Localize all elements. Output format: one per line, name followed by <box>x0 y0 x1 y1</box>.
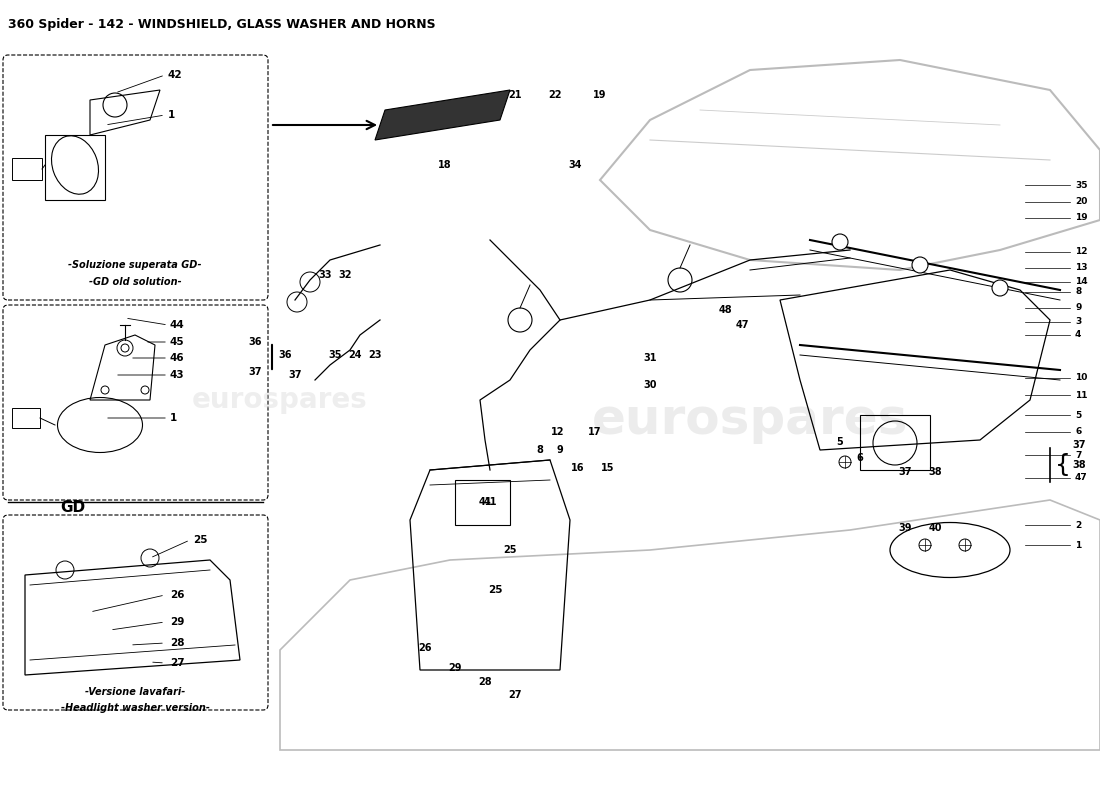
Text: 12: 12 <box>551 427 564 437</box>
Text: 1: 1 <box>168 110 175 120</box>
Text: 10: 10 <box>1075 374 1088 382</box>
Text: 37: 37 <box>1072 440 1086 450</box>
Text: 9: 9 <box>557 445 563 455</box>
Text: 37: 37 <box>899 467 912 477</box>
Text: 25: 25 <box>487 585 503 595</box>
Text: 38: 38 <box>928 467 942 477</box>
Text: -GD old solution-: -GD old solution- <box>89 277 182 287</box>
Text: 44: 44 <box>170 320 185 330</box>
Text: 37: 37 <box>288 370 301 380</box>
Text: 39: 39 <box>899 523 912 533</box>
Text: 15: 15 <box>602 463 615 473</box>
Text: 9: 9 <box>1075 303 1081 313</box>
Text: 35: 35 <box>328 350 342 360</box>
Text: 37: 37 <box>249 367 262 377</box>
Text: 6: 6 <box>857 453 864 463</box>
Text: 40: 40 <box>928 523 942 533</box>
Text: 38: 38 <box>1072 460 1086 470</box>
Text: 46: 46 <box>170 353 185 363</box>
Circle shape <box>918 539 931 551</box>
Text: 1: 1 <box>1075 541 1081 550</box>
Circle shape <box>839 456 851 468</box>
Text: 41: 41 <box>478 497 492 507</box>
Text: -Headlight washer version-: -Headlight washer version- <box>60 703 209 713</box>
Text: 32: 32 <box>339 270 352 280</box>
Polygon shape <box>375 90 510 140</box>
Text: 31: 31 <box>644 353 657 363</box>
Text: 26: 26 <box>418 643 431 653</box>
Text: 17: 17 <box>588 427 602 437</box>
Text: 43: 43 <box>170 370 185 380</box>
FancyBboxPatch shape <box>3 305 268 500</box>
Circle shape <box>832 234 848 250</box>
Text: 29: 29 <box>449 663 462 673</box>
Text: 16: 16 <box>571 463 585 473</box>
Text: 47: 47 <box>735 320 749 330</box>
Circle shape <box>992 280 1008 296</box>
Text: 1: 1 <box>170 413 177 423</box>
Text: {: { <box>1055 453 1071 477</box>
Text: 7: 7 <box>1075 450 1081 459</box>
Text: 29: 29 <box>170 617 185 627</box>
Text: 12: 12 <box>1075 247 1088 257</box>
Text: 28: 28 <box>170 638 185 648</box>
Text: 11: 11 <box>1075 390 1088 399</box>
Text: 23: 23 <box>368 350 382 360</box>
Text: 28: 28 <box>478 677 492 687</box>
Text: 27: 27 <box>508 690 521 700</box>
Text: 22: 22 <box>548 90 562 100</box>
Text: 48: 48 <box>718 305 732 315</box>
Text: 26: 26 <box>170 590 185 600</box>
Text: 27: 27 <box>170 658 185 668</box>
Text: 6: 6 <box>1075 427 1081 437</box>
Text: 8: 8 <box>537 445 543 455</box>
FancyBboxPatch shape <box>3 55 268 300</box>
Text: 4: 4 <box>1075 330 1081 339</box>
Text: 5: 5 <box>837 437 844 447</box>
Text: 30: 30 <box>644 380 657 390</box>
Text: -Soluzione superata GD-: -Soluzione superata GD- <box>68 260 201 270</box>
Text: 45: 45 <box>170 337 185 347</box>
Text: 25: 25 <box>503 545 517 555</box>
Text: 3: 3 <box>1075 318 1081 326</box>
Text: 24: 24 <box>349 350 362 360</box>
Circle shape <box>959 539 971 551</box>
Text: 34: 34 <box>569 160 582 170</box>
Text: 18: 18 <box>438 160 452 170</box>
Text: eurospares: eurospares <box>192 386 367 414</box>
Text: 35: 35 <box>1075 181 1088 190</box>
Text: 19: 19 <box>1075 214 1088 222</box>
Text: 42: 42 <box>168 70 183 80</box>
Text: eurospares: eurospares <box>592 396 909 444</box>
Text: 20: 20 <box>1075 198 1088 206</box>
Text: 33: 33 <box>318 270 332 280</box>
Text: 25: 25 <box>192 535 208 545</box>
Text: 8: 8 <box>1075 287 1081 297</box>
Text: 47: 47 <box>1075 474 1088 482</box>
Text: 2: 2 <box>1075 521 1081 530</box>
Text: -Versione lavafari-: -Versione lavafari- <box>85 687 185 697</box>
Text: 19: 19 <box>593 90 607 100</box>
FancyBboxPatch shape <box>3 515 268 710</box>
Text: 5: 5 <box>1075 410 1081 419</box>
Text: 36: 36 <box>278 350 292 360</box>
Circle shape <box>912 257 928 273</box>
Text: 360 Spider - 142 - WINDSHIELD, GLASS WASHER AND HORNS: 360 Spider - 142 - WINDSHIELD, GLASS WAS… <box>8 18 436 31</box>
Text: 36: 36 <box>249 337 262 347</box>
Text: 13: 13 <box>1075 263 1088 273</box>
Text: 21: 21 <box>508 90 521 100</box>
Text: GD: GD <box>60 501 85 515</box>
Text: 41: 41 <box>483 497 497 507</box>
Text: 14: 14 <box>1075 278 1088 286</box>
